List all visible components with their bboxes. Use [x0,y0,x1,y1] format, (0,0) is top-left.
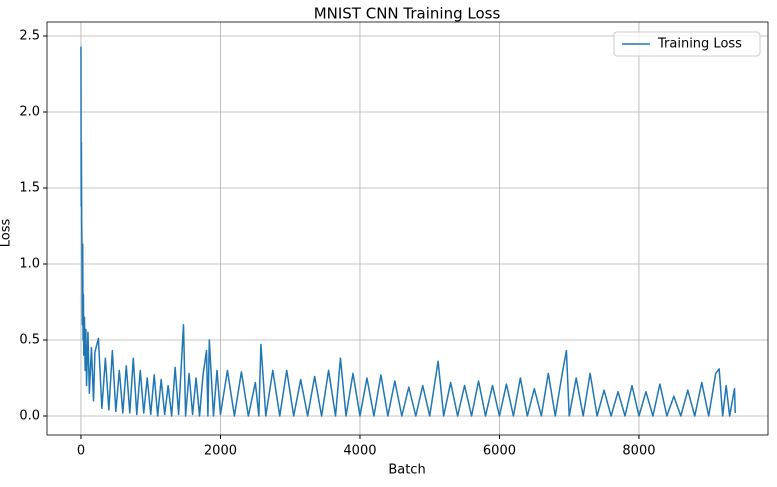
line [80,46,736,417]
x-tick-label: 0 [77,444,85,459]
plot-frame [46,21,769,436]
chart-title: MNIST CNN Training Loss [314,5,501,23]
y-tick-label: 1.0 [19,256,40,271]
y-tick-label: 1.5 [19,180,40,195]
x-tick-label: 4000 [343,444,376,459]
y-tick-label: 0.5 [19,332,40,347]
y-tick-label: 2.0 [19,104,40,119]
legend-label: Training Loss [657,37,742,52]
x-tick-label: 6000 [483,444,516,459]
y-tick-label: 0.0 [19,408,40,423]
x-tick-label: 8000 [622,444,655,459]
x-axis-label: Batch [388,463,425,478]
legend-box [613,31,761,57]
y-axis-label: Loss [0,219,14,248]
x-tick-label: 2000 [204,444,237,459]
y-tick-label: 2.5 [19,28,40,43]
